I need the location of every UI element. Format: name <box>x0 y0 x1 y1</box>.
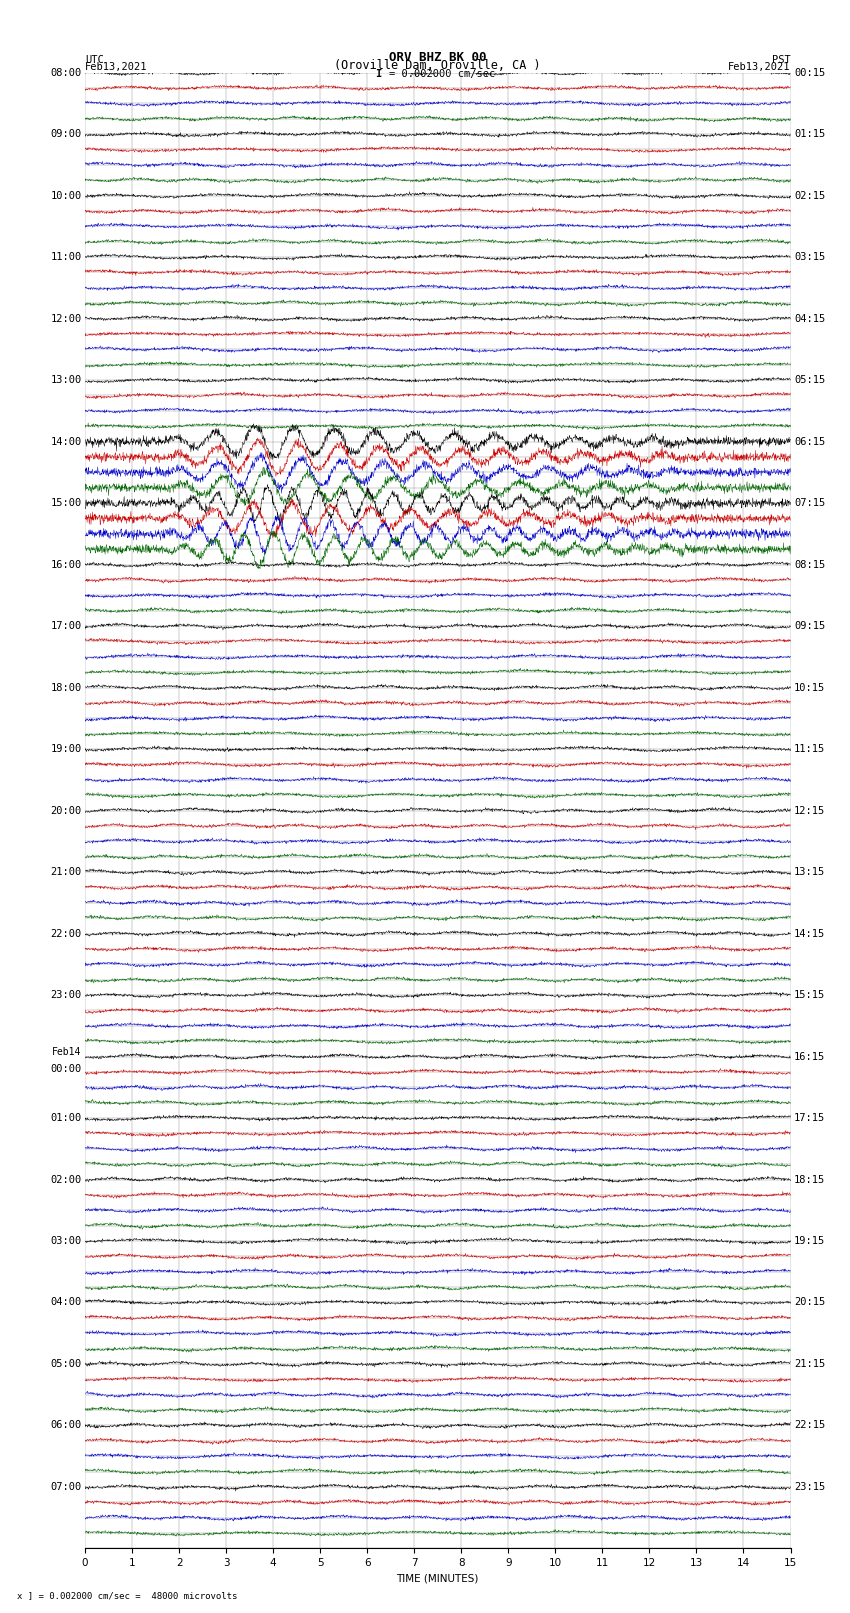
Text: 04:00: 04:00 <box>50 1297 82 1308</box>
Text: PST: PST <box>772 55 791 65</box>
Text: 10:15: 10:15 <box>794 682 825 692</box>
Text: 02:15: 02:15 <box>794 190 825 200</box>
Text: 09:00: 09:00 <box>50 129 82 139</box>
Text: 01:00: 01:00 <box>50 1113 82 1123</box>
Text: = 0.002000 cm/sec: = 0.002000 cm/sec <box>389 69 496 79</box>
Text: 12:15: 12:15 <box>794 805 825 816</box>
Text: 21:00: 21:00 <box>50 868 82 877</box>
Text: 19:00: 19:00 <box>50 744 82 753</box>
Text: 11:15: 11:15 <box>794 744 825 753</box>
Text: 21:15: 21:15 <box>794 1360 825 1369</box>
Text: 02:00: 02:00 <box>50 1174 82 1184</box>
Text: 03:00: 03:00 <box>50 1236 82 1245</box>
Text: 23:00: 23:00 <box>50 990 82 1000</box>
Text: x ] = 0.002000 cm/sec =  48000 microvolts: x ] = 0.002000 cm/sec = 48000 microvolts <box>17 1590 237 1600</box>
Text: 09:15: 09:15 <box>794 621 825 631</box>
Text: 07:00: 07:00 <box>50 1482 82 1492</box>
Text: 06:00: 06:00 <box>50 1421 82 1431</box>
Text: 15:15: 15:15 <box>794 990 825 1000</box>
Text: 14:15: 14:15 <box>794 929 825 939</box>
Text: 14:00: 14:00 <box>50 437 82 447</box>
Text: Feb13,2021: Feb13,2021 <box>728 61 791 71</box>
Text: 22:15: 22:15 <box>794 1421 825 1431</box>
Text: 16:00: 16:00 <box>50 560 82 569</box>
Text: 16:15: 16:15 <box>794 1052 825 1061</box>
Text: 04:15: 04:15 <box>794 313 825 324</box>
Text: 17:00: 17:00 <box>50 621 82 631</box>
Text: 19:15: 19:15 <box>794 1236 825 1245</box>
Text: 12:00: 12:00 <box>50 313 82 324</box>
Text: 06:15: 06:15 <box>794 437 825 447</box>
Text: 20:15: 20:15 <box>794 1297 825 1308</box>
Text: 08:00: 08:00 <box>50 68 82 77</box>
Text: 08:15: 08:15 <box>794 560 825 569</box>
Text: 18:15: 18:15 <box>794 1174 825 1184</box>
Text: 18:00: 18:00 <box>50 682 82 692</box>
Text: 23:15: 23:15 <box>794 1482 825 1492</box>
Text: 03:15: 03:15 <box>794 252 825 261</box>
Text: I: I <box>375 69 382 79</box>
Text: 13:00: 13:00 <box>50 376 82 386</box>
Text: UTC: UTC <box>85 55 104 65</box>
Text: 11:00: 11:00 <box>50 252 82 261</box>
Text: Feb14: Feb14 <box>52 1047 82 1057</box>
Text: 17:15: 17:15 <box>794 1113 825 1123</box>
Text: 05:15: 05:15 <box>794 376 825 386</box>
Text: 15:00: 15:00 <box>50 498 82 508</box>
Text: Feb13,2021: Feb13,2021 <box>85 61 148 71</box>
Text: 07:15: 07:15 <box>794 498 825 508</box>
Text: 00:00: 00:00 <box>50 1065 82 1074</box>
X-axis label: TIME (MINUTES): TIME (MINUTES) <box>397 1574 479 1584</box>
Text: (Oroville Dam, Oroville, CA ): (Oroville Dam, Oroville, CA ) <box>334 58 541 71</box>
Text: 22:00: 22:00 <box>50 929 82 939</box>
Text: 13:15: 13:15 <box>794 868 825 877</box>
Text: 10:00: 10:00 <box>50 190 82 200</box>
Text: ORV BHZ BK 00: ORV BHZ BK 00 <box>389 50 486 65</box>
Text: 05:00: 05:00 <box>50 1360 82 1369</box>
Text: 20:00: 20:00 <box>50 805 82 816</box>
Text: 01:15: 01:15 <box>794 129 825 139</box>
Text: 00:15: 00:15 <box>794 68 825 77</box>
